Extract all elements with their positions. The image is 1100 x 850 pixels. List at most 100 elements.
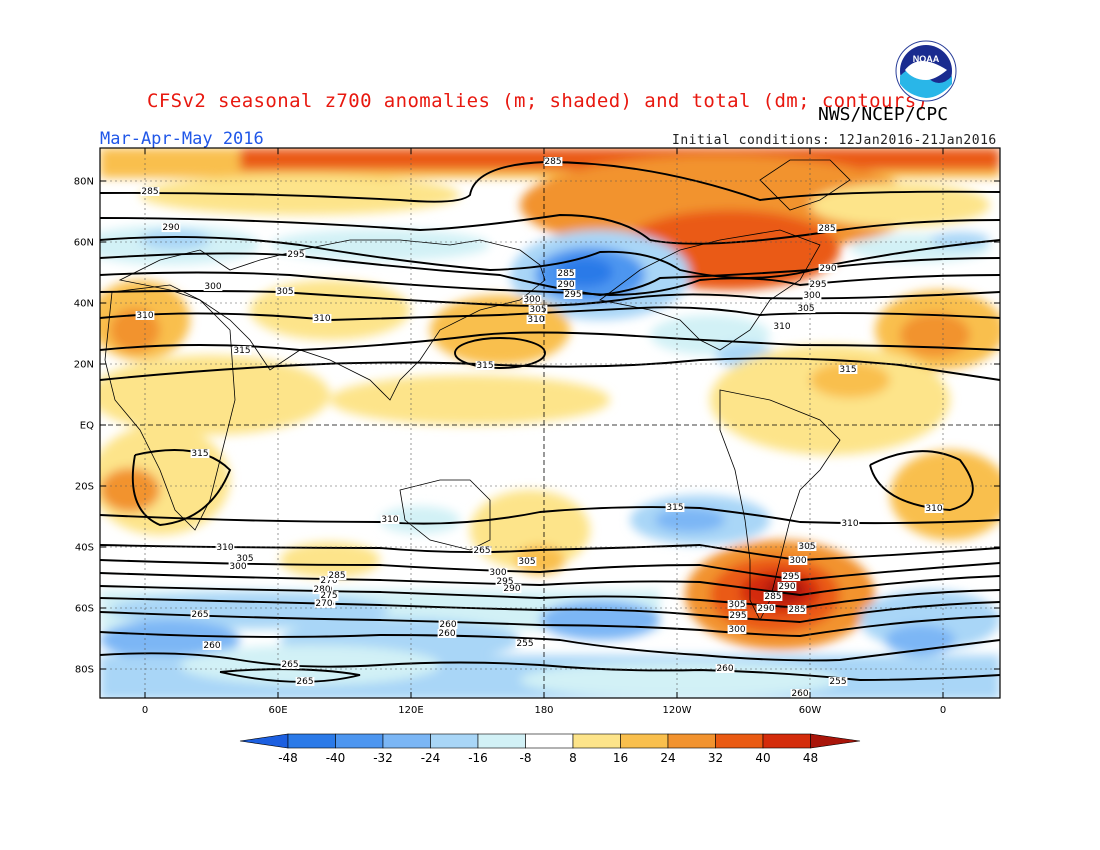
lat-tick-label: 80N xyxy=(74,177,94,188)
colorbar-segment xyxy=(335,733,384,749)
map-title: CFSv2 seasonal z700 anomalies (m; shaded… xyxy=(147,90,929,112)
organization-label: NWS/NCEP/CPC xyxy=(818,104,949,125)
contour-label: 265 xyxy=(296,677,313,687)
contour-label: 305 xyxy=(276,287,293,297)
colorbar-label: -16 xyxy=(468,751,488,765)
contour-label: 295 xyxy=(496,577,513,587)
contour-label: 295 xyxy=(729,611,746,621)
lat-tick-label: 20N xyxy=(74,360,94,371)
colorbar-segment xyxy=(620,733,669,749)
colorbar-segment xyxy=(287,733,336,749)
contour-label: 290 xyxy=(162,223,179,233)
contour-label: 290 xyxy=(819,264,836,274)
contour-label: 310 xyxy=(313,314,330,324)
contour-label: 260 xyxy=(438,629,455,639)
contour-label: 310 xyxy=(527,315,544,325)
contour-label: 310 xyxy=(841,519,858,529)
colorbar-label: -48 xyxy=(278,751,298,765)
colorbar-label: -32 xyxy=(373,751,393,765)
colorbar-segment xyxy=(572,733,621,749)
lat-tick-label: 40N xyxy=(74,299,94,310)
contour-label: 315 xyxy=(476,361,493,371)
contour-label: 285 xyxy=(764,592,781,602)
contour-label: 300 xyxy=(229,562,246,572)
lon-tick-label: 60W xyxy=(799,705,822,716)
colorbar-segment xyxy=(430,733,479,749)
lat-tick-label: 60S xyxy=(75,604,94,615)
colorbar-segment xyxy=(762,733,811,749)
contour-label: 310 xyxy=(773,322,790,332)
contour-label: 295 xyxy=(809,280,826,290)
lon-tick-label: 180 xyxy=(534,705,553,716)
reference-lines xyxy=(100,148,1000,698)
contour-label: 290 xyxy=(503,584,520,594)
contour-label: 290 xyxy=(778,582,795,592)
contour-label: 310 xyxy=(216,543,233,553)
colorbar-label: 32 xyxy=(708,751,723,765)
contour-label: 305 xyxy=(797,304,814,314)
contour-label: 300 xyxy=(523,295,540,305)
lat-tick-label: 60N xyxy=(74,238,94,249)
contour-label: 280 xyxy=(313,585,330,595)
colorbar-label: -24 xyxy=(421,751,441,765)
lon-tick-label: 120E xyxy=(398,705,423,716)
contour-label: 310 xyxy=(925,504,942,514)
contour-label: 255 xyxy=(516,639,533,649)
colorbar-label: 48 xyxy=(803,751,818,765)
contour-label: 265 xyxy=(473,546,490,556)
colorbar-right-arrow xyxy=(810,733,861,749)
contour-label: 310 xyxy=(381,515,398,525)
contour-label: 285 xyxy=(557,269,574,279)
colorbar-segment xyxy=(525,733,574,749)
contour-label: 295 xyxy=(287,250,304,260)
contour-label: 285 xyxy=(328,571,345,581)
lat-tick-label: 80S xyxy=(75,665,94,676)
colorbar-segment xyxy=(667,733,716,749)
contour-label: 270 xyxy=(315,599,332,609)
contour-label: 290 xyxy=(557,280,574,290)
lat-tick-label: 40S xyxy=(75,543,94,554)
map-frame xyxy=(99,147,1001,699)
noaa-logo-text: NOAA xyxy=(913,54,940,64)
contour-label: 285 xyxy=(141,187,158,197)
latitude-axis: 80N 60N 40N 20N EQ 20S 40S 60S 80S xyxy=(74,177,1000,676)
colorbar-segment xyxy=(477,733,526,749)
lat-tick-label: 20S xyxy=(75,482,94,493)
colorbar-left-arrow xyxy=(239,733,289,749)
contour-label: 315 xyxy=(191,449,208,459)
contour-label: 295 xyxy=(564,290,581,300)
contour-label: 305 xyxy=(529,305,546,315)
lon-tick-label: 0 xyxy=(940,705,946,716)
contour-label: 300 xyxy=(489,568,506,578)
noaa-logo: NOAA xyxy=(895,40,957,102)
lon-tick-label: 0 xyxy=(142,705,148,716)
lon-tick-label: 120W xyxy=(663,705,692,716)
contour-label: 290 xyxy=(757,604,774,614)
colorbar-label: 8 xyxy=(569,751,577,765)
colorbar-segment xyxy=(382,733,431,749)
contour-label: 260 xyxy=(791,689,808,699)
contour-label: 300 xyxy=(204,282,221,292)
contour-label: 260 xyxy=(439,620,456,630)
contour-label: 275 xyxy=(320,591,337,601)
colorbar-label: 24 xyxy=(660,751,675,765)
contour-label: 300 xyxy=(803,291,820,301)
initial-conditions-label: Initial conditions: 12Jan2016-21Jan2016 xyxy=(672,133,997,148)
graticule xyxy=(100,148,1000,698)
contour-label: 305 xyxy=(236,554,253,564)
contour-label: 265 xyxy=(191,610,208,620)
contour-label: 285 xyxy=(788,605,805,615)
contour-label: 295 xyxy=(782,572,799,582)
lat-tick-label: EQ xyxy=(80,421,94,432)
contour-label: 285 xyxy=(818,224,835,234)
colorbar-label: -40 xyxy=(326,751,346,765)
colorbar-segment xyxy=(715,733,764,749)
colorbar: -48 -40 -32 -24 -16 -8 8 16 24 32 40 48 xyxy=(239,733,861,765)
contour-label: 305 xyxy=(518,557,535,567)
colorbar-label: -8 xyxy=(520,751,532,765)
total-height-contours xyxy=(100,161,1000,683)
colorbar-label: 40 xyxy=(755,751,770,765)
contour-label: 315 xyxy=(839,365,856,375)
